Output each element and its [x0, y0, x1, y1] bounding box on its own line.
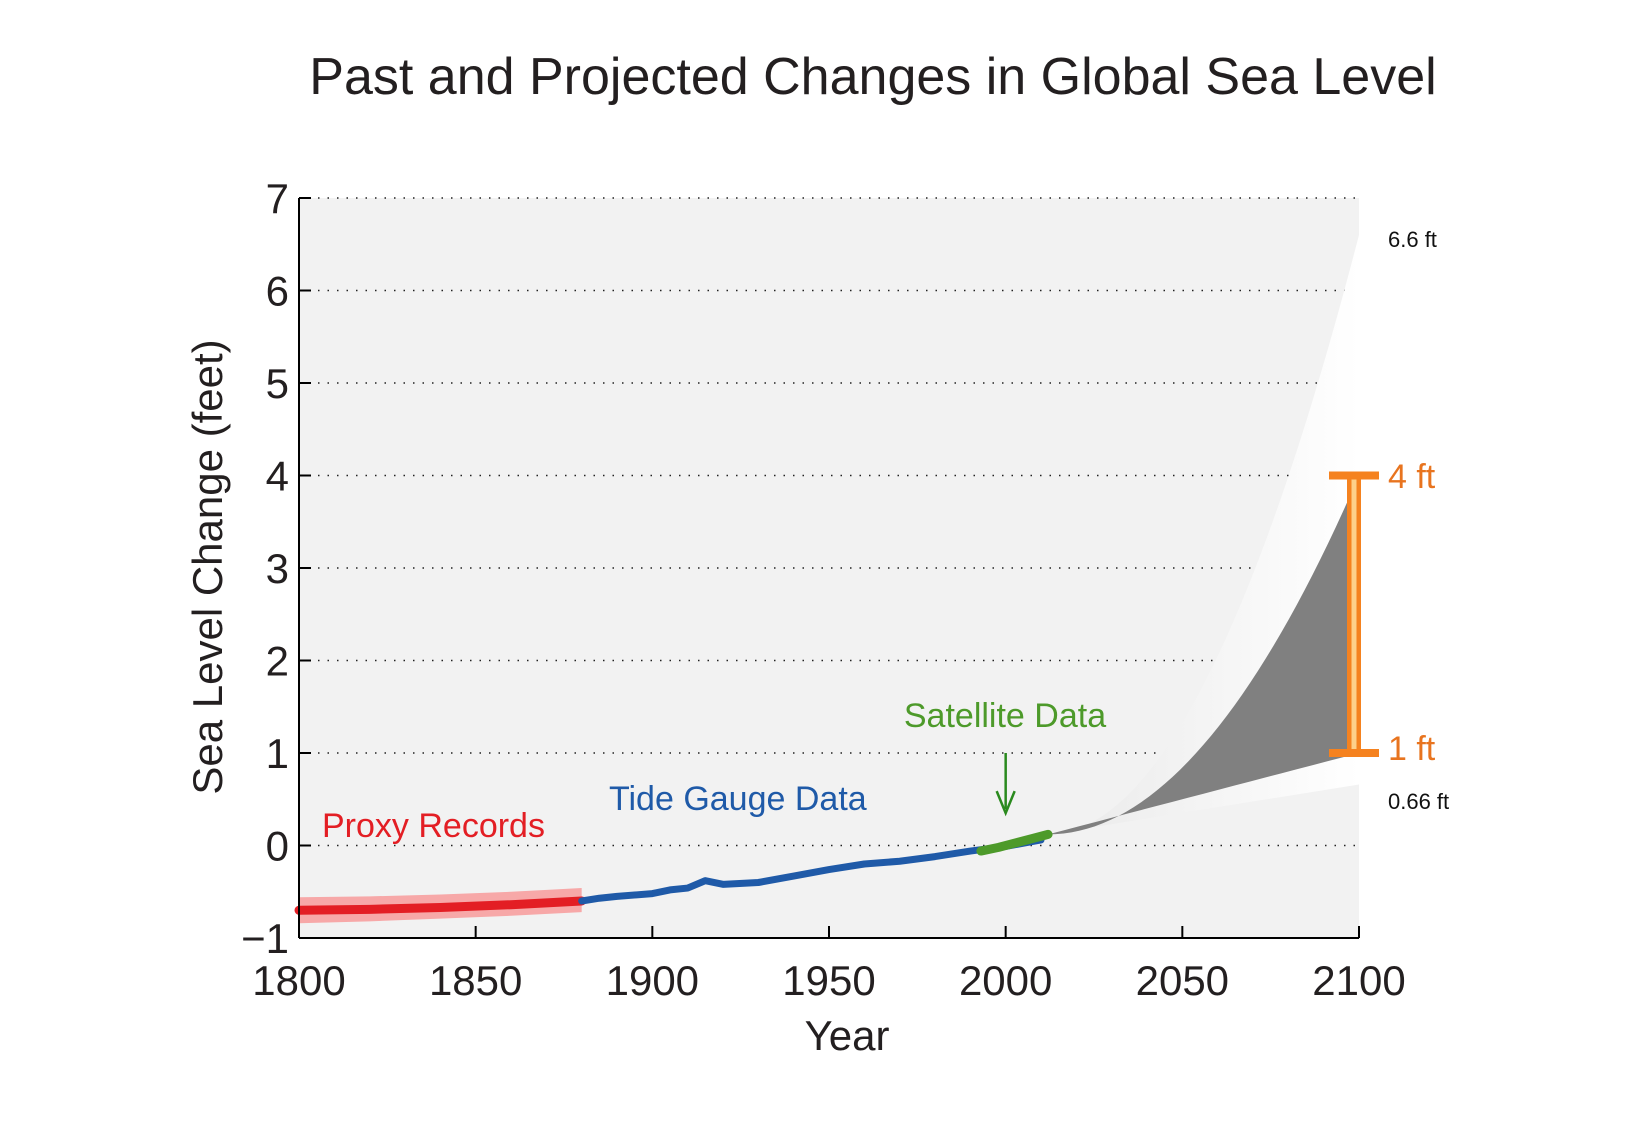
y-tick-label: 4: [266, 453, 289, 500]
x-axis-label: Year: [805, 1012, 890, 1059]
max-projection-label: 6.6 ft: [1388, 227, 1437, 252]
chart-title: Past and Projected Changes in Global Sea…: [309, 48, 1436, 106]
likely-low-label: 1 ft: [1388, 730, 1436, 768]
y-tick-label: 5: [266, 360, 289, 407]
y-tick-label: 3: [266, 545, 289, 592]
range-bar-cap-top: [1329, 471, 1379, 480]
y-tick-label: 7: [266, 175, 289, 222]
satellite-line: [976, 829, 1053, 856]
arrow-head: [995, 790, 1016, 817]
x-tick-label: 1900: [606, 957, 699, 1004]
y-tick-label: 6: [266, 268, 289, 315]
axes: [298, 197, 1360, 939]
y-tick-label: 2: [266, 638, 289, 685]
proxy-records-label: Proxy Records: [322, 807, 545, 845]
x-tick-label: 2100: [1312, 957, 1405, 1004]
proxy-records-line: [294, 896, 587, 915]
x-tick-label: 2000: [959, 957, 1052, 1004]
likely-high-label: 4 ft: [1388, 458, 1436, 496]
x-tick-label: 1850: [429, 957, 522, 1004]
x-tick-label: 2050: [1136, 957, 1229, 1004]
y-axis-label: Sea Level Change (feet): [184, 339, 231, 794]
x-tick-label: 1800: [252, 957, 345, 1004]
y-tick-label: −1: [241, 915, 289, 962]
x-tick-labels: 1800 1850 1900 1950 2000 2050 2100: [252, 957, 1405, 1004]
likely-range-bar: [1329, 471, 1379, 757]
y-tick-labels: −1 0 1 2 3 4 5 6 7: [241, 175, 289, 962]
min-projection-label: 0.66 ft: [1388, 789, 1449, 814]
range-bar-cap-bottom: [1329, 749, 1379, 757]
tide-gauge-label: Tide Gauge Data: [609, 780, 867, 818]
y-tick-label: 1: [266, 730, 289, 777]
satellite-label: Satellite Data: [904, 697, 1106, 735]
tide-gauge-line: [578, 836, 1045, 905]
satellite-arrow-icon: [995, 753, 1016, 817]
plot-area: [299, 198, 1359, 938]
x-tick-label: 1950: [782, 957, 875, 1004]
projection-likely-range: [1048, 475, 1359, 835]
y-tick-label: 0: [266, 823, 289, 870]
range-bar-inner: [1351, 479, 1357, 749]
